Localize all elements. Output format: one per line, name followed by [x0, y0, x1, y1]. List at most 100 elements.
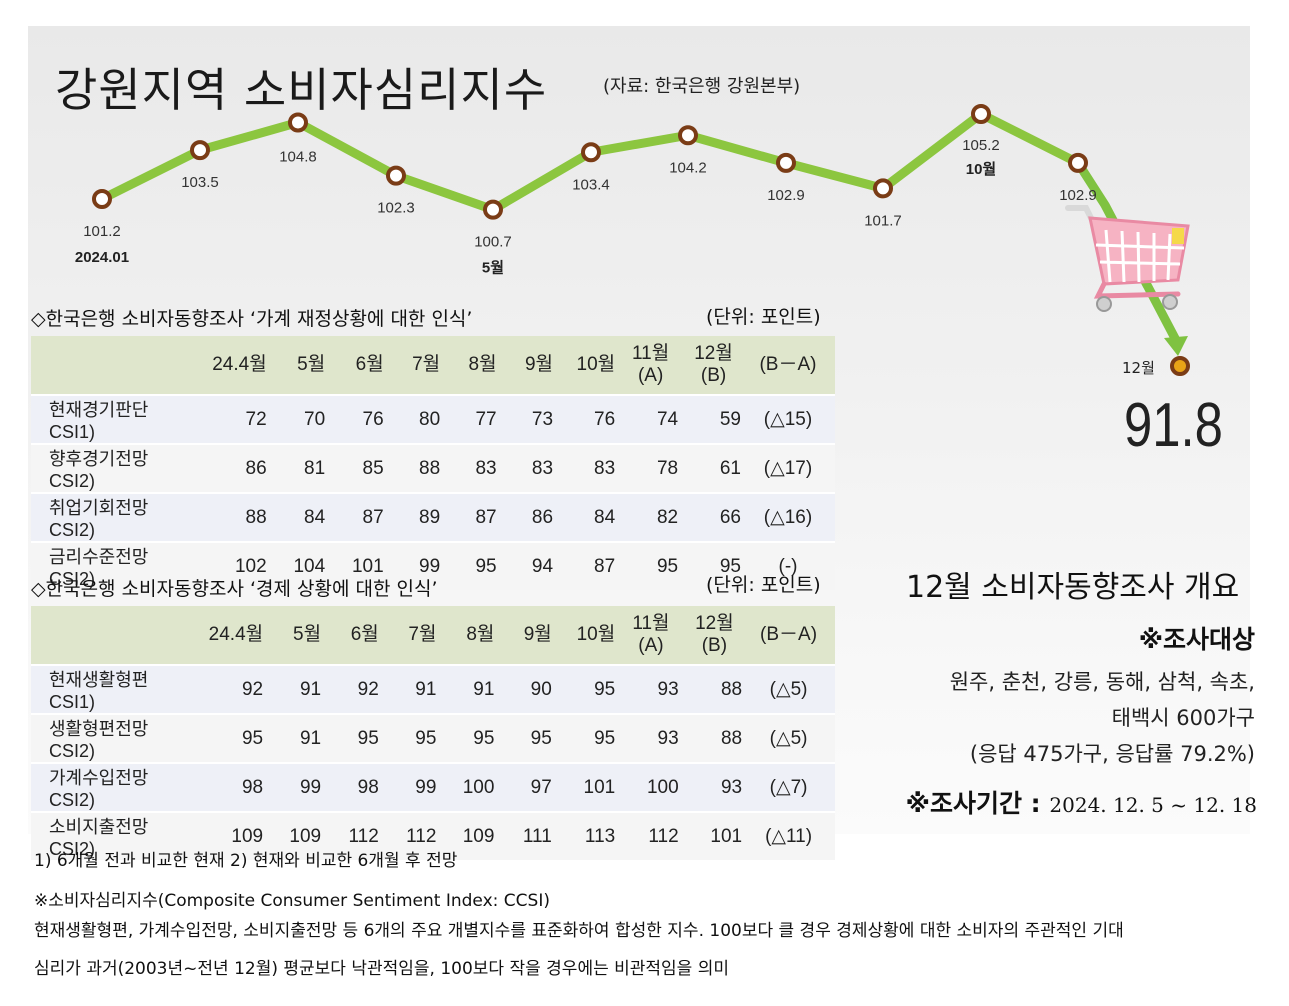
line-chart: 101.2 2024.01 103.5 104.8 102.3 100.7 5월 103.4 1…: [75, 104, 1190, 376]
table-cell: 84: [274, 492, 334, 542]
footnote-1: 1) 6개월 전과 비교한 현재 2) 현재와 비교한 6개월 후 전망: [34, 851, 458, 871]
row-label: 현재경기판단CSI1): [31, 394, 195, 444]
table-cell: 92: [329, 664, 387, 714]
column-header: 6월: [333, 336, 392, 395]
table-cell: 86: [504, 492, 562, 542]
economic-condition-table: 24.4월 5월 6월 7월 8월 9월 10월 11월 (A) 12월 (B) (B－A) 현재생활형…: [31, 606, 835, 860]
table-cell: 109: [192, 811, 272, 860]
data-value-label: 103.4: [572, 176, 610, 193]
table-cell: 87: [448, 492, 505, 542]
drop-arrow-line: [1074, 160, 1182, 347]
table-cell: 95: [559, 713, 624, 763]
table-row: 가계수입전망CSI2) 98 99 98 99 100 97 101 100 93 (△7): [31, 762, 835, 812]
column-header: 6월: [329, 606, 387, 665]
column-header: 11월 (A): [623, 336, 687, 395]
column-header: 8월: [444, 606, 503, 665]
table-cell: 98: [329, 762, 387, 812]
table-row: 취업기회전망CSI2) 88 84 87 89 87 86 84 82 66 (△16): [31, 492, 835, 542]
table-cell: 99: [386, 762, 445, 812]
table-cell: 112: [623, 811, 687, 860]
table-cell: 86: [195, 443, 275, 493]
table-cell: 61: [686, 443, 749, 493]
table-cell: 102: [195, 541, 275, 590]
table-cell: 91: [386, 664, 445, 714]
column-header: 9월: [504, 336, 562, 395]
table-cell: 59: [686, 394, 749, 444]
data-value-label: 102.9: [1059, 187, 1097, 204]
data-value-label: 100.7: [474, 234, 512, 251]
table-cell: 78: [623, 443, 687, 493]
data-point-marker: [386, 165, 406, 186]
month-label: 5월: [482, 260, 504, 277]
row-label: 취업기회전망CSI2): [31, 492, 195, 542]
table-cell: 99: [391, 541, 449, 590]
data-value-label: 103.5: [181, 174, 219, 191]
row-label: 생활형편전망CSI2): [31, 713, 193, 763]
table-cell: (△5): [750, 713, 835, 763]
data-value-label: 101.7: [864, 212, 902, 229]
table-cell: 101: [686, 811, 751, 860]
table-cell: (△7): [750, 762, 835, 812]
table-cell: 111: [502, 811, 560, 860]
table-cell: 113: [559, 811, 624, 860]
overview-title: 12월 소비자동향조사 개요: [906, 570, 1240, 605]
table-cell: 74: [623, 394, 687, 444]
row-label: 향후경기전망CSI2): [31, 443, 195, 493]
data-source: (자료: 한국은행 강원본부): [603, 76, 801, 97]
column-header: 9월: [502, 606, 560, 665]
table2-title: ◇한국은행 소비자동향조사 ‘경제 상황에 대한 인식’: [31, 578, 438, 600]
table2-unit: (단위: 포인트): [706, 574, 821, 596]
table-cell: 90: [502, 664, 560, 714]
table-cell: 83: [448, 443, 505, 493]
column-header: 12월 (B): [686, 606, 751, 665]
column-header: [31, 336, 195, 395]
table-cell: 109: [444, 811, 503, 860]
table-cell: 95: [192, 713, 272, 763]
table-cell: 100: [444, 762, 503, 812]
table-cell: 95: [448, 541, 505, 590]
month-label: 10월: [966, 161, 997, 178]
table-header-row: 24.4월 5월 6월 7월 8월 9월 10월 11월 (A) 12월 (B) (B－A): [31, 336, 835, 395]
table-cell: 80: [391, 394, 449, 444]
table-cell: 89: [391, 492, 449, 542]
data-value-label: 101.2: [83, 223, 121, 240]
table-cell: 91: [444, 664, 503, 714]
table-cell: 77: [448, 394, 505, 444]
table-cell: 95: [386, 713, 445, 763]
survey-period-value: 2024. 12. 5 ~ 12. 18: [1049, 793, 1257, 817]
table-cell: 91: [271, 664, 330, 714]
column-header: (B－A): [750, 606, 835, 665]
table-cell: (△15): [749, 394, 835, 444]
table-cell: 83: [504, 443, 562, 493]
table-cell: 95: [329, 713, 387, 763]
table-cell: 95: [559, 664, 624, 714]
table-cell: 84: [561, 492, 624, 542]
survey-target-heading: ※조사대상: [1138, 625, 1255, 654]
data-point-marker: [1068, 152, 1088, 173]
table-cell: 101: [559, 762, 624, 812]
table-cell: 85: [333, 443, 392, 493]
table-cell: 91: [271, 713, 330, 763]
table-cell: 88: [686, 664, 751, 714]
last-month-label: 12월: [1122, 359, 1155, 377]
table-cell: 109: [271, 811, 330, 860]
table-cell: 87: [333, 492, 392, 542]
data-value-label: 102.9: [767, 187, 805, 204]
row-label: 현재생활형편CSI1): [31, 664, 193, 714]
column-header: (B－A): [749, 336, 835, 395]
column-header: 24.4월: [192, 606, 272, 665]
column-header: 7월: [386, 606, 445, 665]
table-cell: 76: [333, 394, 392, 444]
data-value-label: 105.2: [962, 137, 1000, 154]
last-value: 91.8: [1124, 391, 1223, 460]
table1-unit: (단위: 포인트): [706, 306, 821, 328]
column-header: 12월 (B): [686, 336, 749, 395]
household-finance-table: 24.4월 5월 6월 7월 8월 9월 10월 11월 (A) 12월 (B) (B－A) 현재경기판…: [31, 336, 835, 590]
table-row: 금리수준전망CSI2) 102 104 101 99 95 94 87 95 95 (-): [31, 541, 835, 590]
data-point-marker: [288, 112, 308, 133]
column-header: 10월: [559, 606, 624, 665]
table-cell: 83: [561, 443, 624, 493]
table-cell: 112: [386, 811, 445, 860]
table-row: 생활형편전망CSI2) 95 91 95 95 95 95 95 93 88 (△5): [31, 713, 835, 763]
table-cell: 76: [561, 394, 624, 444]
